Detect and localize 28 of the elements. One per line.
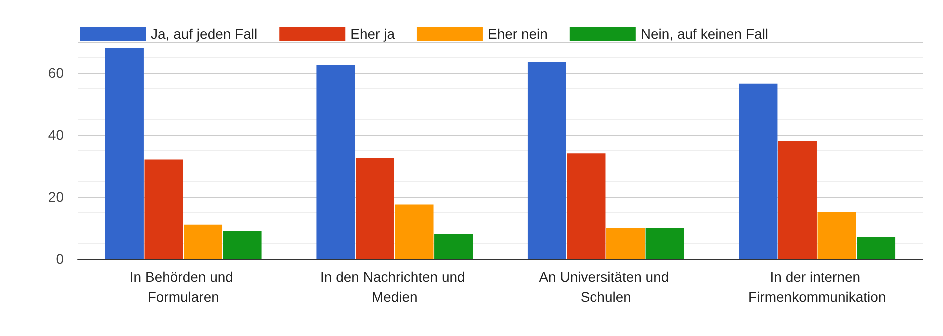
legend-label: Ja, auf jeden Fall [151,26,258,42]
bar [184,224,223,259]
y-tick-label: 0 [56,251,64,267]
y-tick-label: 40 [48,127,64,143]
bar [857,237,896,259]
x-tick-label: In Behörden und Formularen [130,269,238,305]
bar [818,212,856,259]
x-tick-label: An Universitäten und Schulen [539,269,674,305]
bar [356,158,394,259]
legend-label: Eher nein [488,26,548,42]
bar [606,228,646,259]
bar [316,65,356,259]
legend-label: Eher ja [350,26,396,42]
bar [528,62,566,259]
x-tick-label: In den Nachrichten und Medien [320,269,470,305]
bar [223,231,262,259]
bar [778,141,817,259]
bar [434,234,474,259]
bar [144,160,184,259]
bar [395,204,434,259]
legend-label: Nein, auf keinen Fall [640,26,769,42]
x-tick-label: In der internen Firmenkommunikation [748,269,886,305]
bar [567,154,606,259]
bar [105,48,144,259]
bar [646,228,684,259]
y-tick-label: 20 [48,189,64,205]
y-tick-label: 60 [48,65,64,81]
bar [739,84,778,259]
